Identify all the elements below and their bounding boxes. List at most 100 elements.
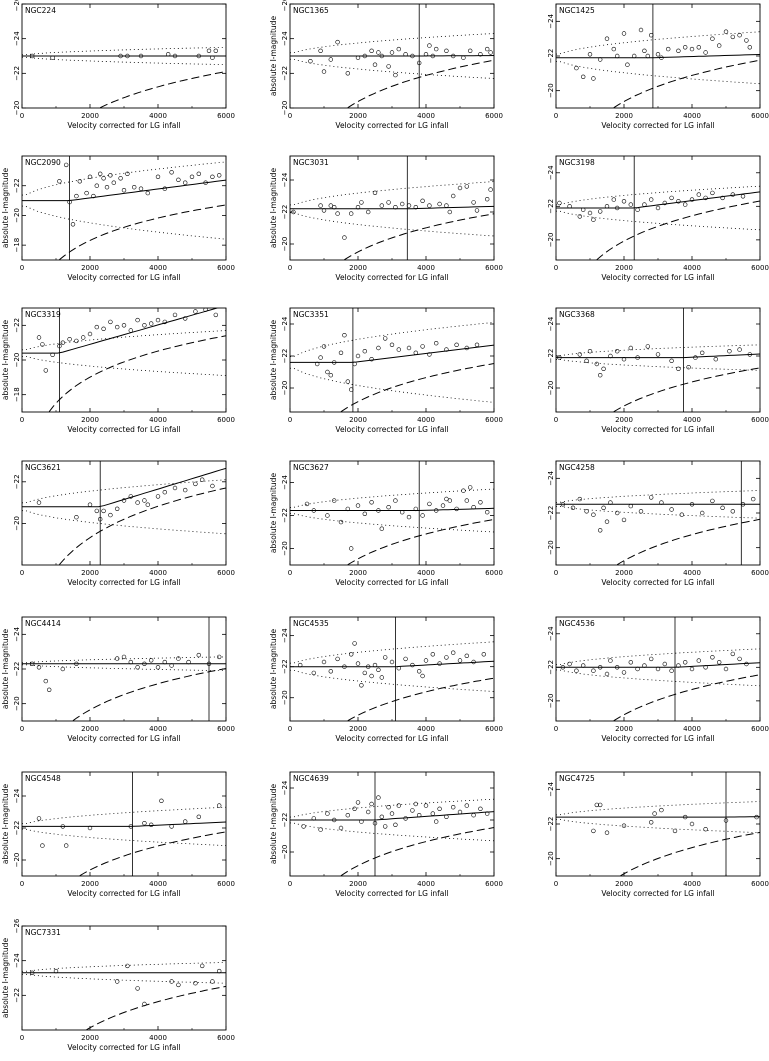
data-point [635,207,640,212]
model-curve [22,821,226,827]
data-point [737,347,742,352]
magnitude-limit [340,363,494,412]
data-point [325,369,330,375]
data-point [689,666,695,672]
x-tick-label: 2000 [81,569,99,577]
magnitude-limit [347,677,494,721]
panel-ngc4414: 0 2000 4000 6000 −20 −22 −24 NGC4414 Velocity co… [1,616,235,743]
upper-envelope [22,46,226,56]
x-tick-label: 4000 [149,569,167,577]
y-tick-label: −22 [281,205,289,220]
plot-area [22,308,226,412]
data-point [135,986,140,991]
x-tick-label: 0 [20,112,24,120]
lower-envelope [556,359,760,371]
data-point [359,200,364,205]
x-tick-label: 4000 [417,569,435,577]
y-tick-label: −20 [13,353,21,368]
data-point [713,357,718,362]
data-point [696,658,701,663]
x-tick-label: 0 [288,264,292,272]
data-point [57,179,62,184]
data-point [703,50,708,55]
data-point [635,666,640,672]
data-point [355,353,361,359]
panel-title: NGC4725 [559,774,595,783]
data-point [193,309,198,314]
data-point [648,32,654,38]
data-point [485,510,490,515]
plot-area [556,308,760,412]
axes-frame [21,616,227,722]
data-point [328,373,333,378]
data-point [400,510,405,515]
data-point [176,982,181,988]
magnitude-limit [59,204,226,260]
data-point [30,661,35,666]
data-point [451,53,456,59]
data-point [621,199,627,204]
y-tick-label: −22 [281,349,289,364]
data-point [393,498,398,503]
data-point [206,48,212,53]
data-point [298,662,303,668]
data-point [162,490,168,495]
data-point [84,190,89,196]
data-point [597,665,603,670]
data-point [699,510,705,516]
data-point [200,477,205,482]
data-point [206,661,212,666]
x-tick-label: 2000 [349,569,367,577]
data-point [196,53,202,59]
x-tick-label: 0 [554,112,558,120]
data-point [577,496,582,502]
data-point [335,39,340,45]
x-tick-label: 0 [288,416,292,424]
data-point [332,360,337,365]
data-point [447,209,452,215]
data-point [642,202,647,207]
y-axis-label: absolute I-magnitude [269,784,278,865]
data-point [376,667,381,672]
data-point [601,505,606,510]
x-tick-label: 4000 [149,264,167,272]
panel-title: NGC4548 [25,774,61,783]
data-point [604,671,610,677]
upper-envelope [290,798,494,818]
x-tick-label: 6000 [751,416,769,424]
y-tick-label: −24 [547,165,555,180]
data-point [471,659,476,665]
data-point [311,816,316,821]
y-tick-label: −22 [13,821,21,836]
data-point [389,811,395,816]
data-point [311,670,316,676]
x-axis-label: Velocity corrected for LG infall [67,273,180,282]
data-point [166,52,171,57]
model-curve [556,353,760,359]
x-tick-label: 4000 [417,264,435,272]
data-point [50,55,55,60]
data-point [723,29,729,34]
x-tick-label: 2000 [615,416,633,424]
data-point [321,344,327,349]
data-point [321,208,327,213]
x-tick-label: 6000 [751,264,769,272]
magnitude-limit [613,674,760,721]
data-point [176,656,181,661]
data-point [468,485,473,490]
y-tick-label: −24 [13,788,21,803]
data-point [403,656,408,662]
panel-title: NGC4536 [559,619,595,628]
plot-area [556,617,760,721]
data-point [369,357,374,362]
data-point [464,653,469,658]
data-point [478,806,483,811]
data-point [352,361,357,367]
data-point [621,670,627,675]
y-tick-label: −24 [547,470,555,485]
panel-ngc3351: 0 2000 4000 6000 −20 −22 −24 NGC3351 Velocity co… [269,307,503,434]
data-point [440,503,446,508]
data-point [210,55,215,60]
magnitude-limit [596,200,760,260]
y-tick-label: −20 [281,690,289,705]
